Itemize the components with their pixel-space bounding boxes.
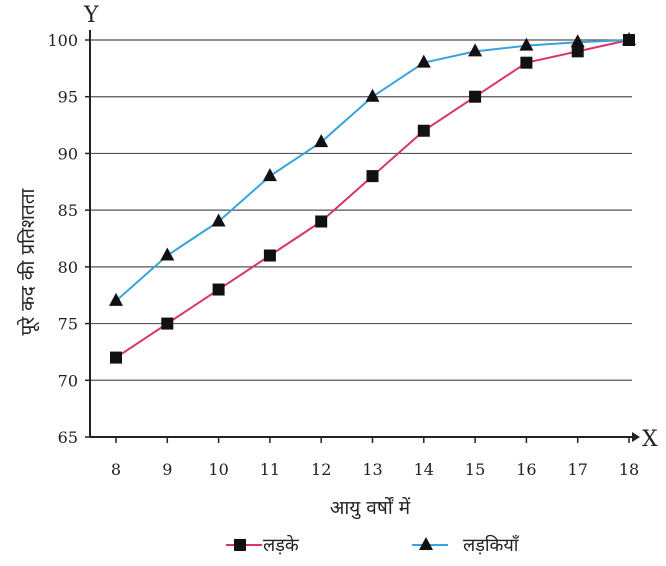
x-tick-label: 9 (162, 460, 172, 479)
data-point-girls (622, 32, 636, 45)
y-tick-label: 75 (58, 315, 78, 334)
x-tick-labels: 8 9 10 11 12 13 14 15 16 17 18 (111, 460, 639, 479)
data-point-boys (520, 56, 533, 69)
data-point-girls (416, 54, 431, 68)
y-tick-label: 90 (58, 144, 78, 163)
x-tick-label: 15 (465, 460, 485, 479)
data-point-girls (160, 247, 175, 261)
data-point-girls (211, 213, 226, 227)
y-tick-label: 100 (47, 31, 78, 50)
legend-label-boys: लड़के (263, 534, 300, 556)
series-lines (115, 39, 630, 359)
legend-marker-boys (234, 539, 246, 551)
x-axis-label: आयु वर्षों में (330, 496, 411, 520)
data-point-girls (109, 292, 123, 306)
y-tick-label: 95 (58, 88, 78, 107)
y-tick-label: 65 (58, 428, 78, 447)
data-point-boys (315, 215, 328, 228)
x-tick-label: 10 (208, 460, 228, 479)
axes (85, 30, 640, 443)
x-axis-letter: X (642, 427, 658, 452)
data-point-boys (571, 45, 584, 58)
data-point-girls (468, 43, 483, 57)
legend: लड़के लड़कियाँ (226, 534, 519, 556)
x-tick-label: 16 (516, 460, 536, 479)
y-axis-label: पूरे कद की प्रतिशतता (16, 187, 40, 335)
data-point-boys (366, 170, 379, 183)
y-tick-label: 70 (58, 371, 78, 390)
legend-label-girls: लड़कियाँ (463, 534, 519, 556)
y-tick-label: 85 (58, 201, 78, 220)
series-line-boys (115, 39, 630, 359)
data-point-boys (161, 317, 174, 330)
gridlines (90, 39, 632, 381)
data-point-boys (263, 249, 276, 262)
data-point-girls (262, 168, 277, 182)
series-markers (109, 32, 636, 364)
data-point-boys (469, 90, 482, 103)
x-tick-label: 12 (311, 460, 331, 479)
x-tick-label: 17 (568, 460, 588, 479)
x-tick-label: 11 (260, 460, 280, 479)
data-point-girls (365, 88, 380, 102)
data-point-girls (314, 134, 329, 148)
data-point-boys (212, 283, 225, 296)
y-tick-labels: 65 70 75 80 85 90 95 100 (47, 31, 78, 447)
x-tick-label: 14 (414, 460, 434, 479)
x-axis-arrow (632, 432, 640, 442)
y-axis-letter: Y (83, 3, 99, 28)
legend-marker-girls (419, 537, 433, 550)
data-point-girls (519, 37, 534, 51)
data-point-boys (417, 124, 430, 137)
y-tick-label: 80 (58, 258, 78, 277)
data-point-girls (570, 34, 585, 48)
x-tick-label: 8 (111, 460, 121, 479)
x-tick-label: 18 (619, 460, 639, 479)
x-tick-label: 13 (362, 460, 382, 479)
data-point-boys (110, 351, 122, 364)
